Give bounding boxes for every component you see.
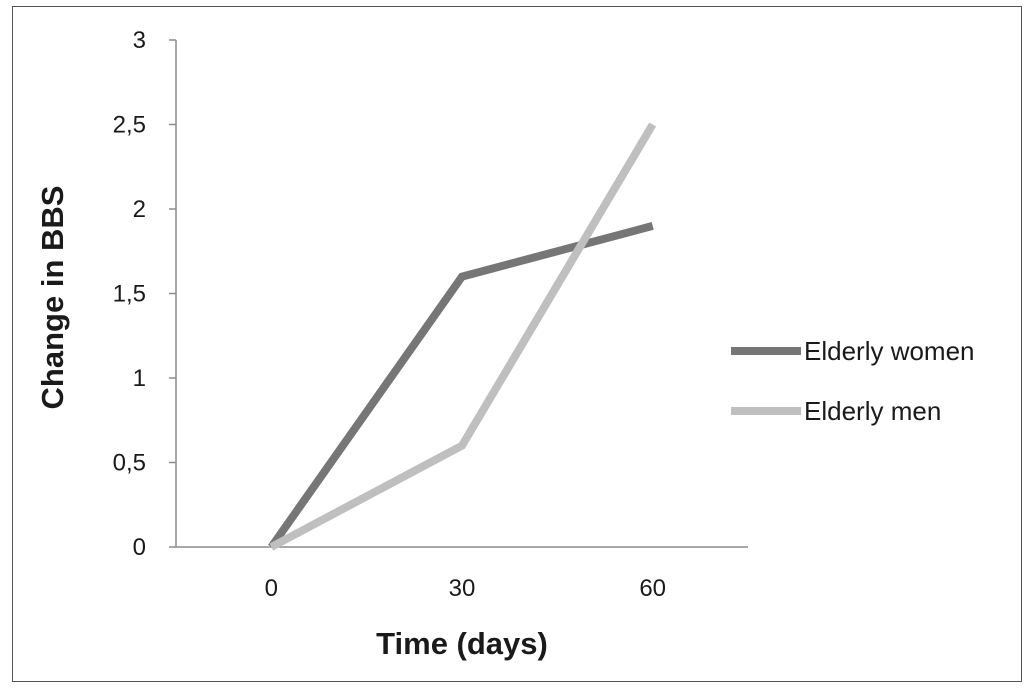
series-lines <box>268 122 657 551</box>
x-tick-label: 0 <box>265 575 278 602</box>
legend-label: Elderly women <box>804 336 975 366</box>
y-axis-ticks: 0 0,5 1 1,5 2 2,5 3 <box>113 27 176 561</box>
x-tick-label: 30 <box>449 575 476 602</box>
y-tick-label: 2 <box>133 196 146 223</box>
x-axis-ticks: 0 30 60 <box>265 575 666 602</box>
y-tick-label: 3 <box>133 27 146 54</box>
y-tick-label: 0 <box>133 534 146 561</box>
y-tick-label: 1,5 <box>113 281 146 308</box>
axes <box>175 40 748 548</box>
line-chart: 0 0,5 1 1,5 2 2,5 3 0 30 60 Time (days) Change i… <box>35 27 975 661</box>
chart-frame: 0 0,5 1 1,5 2 2,5 3 0 30 60 Time (days) Change i… <box>12 6 1022 682</box>
x-axis-title: Time (days) <box>376 626 548 661</box>
series-line <box>268 222 654 550</box>
y-tick-label: 1 <box>133 365 146 392</box>
legend: Elderly women Elderly men <box>731 336 975 426</box>
x-tick-label: 60 <box>639 575 666 602</box>
y-tick-label: 2,5 <box>113 112 146 139</box>
series-line <box>269 122 657 551</box>
y-axis-title: Change in BBS <box>35 186 70 410</box>
y-tick-label: 0,5 <box>113 450 146 477</box>
legend-label: Elderly men <box>804 396 941 426</box>
